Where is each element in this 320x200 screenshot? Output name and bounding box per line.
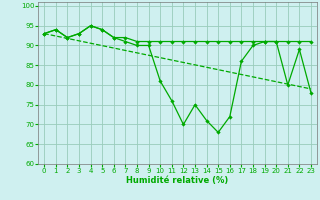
X-axis label: Humidité relative (%): Humidité relative (%) <box>126 176 229 185</box>
